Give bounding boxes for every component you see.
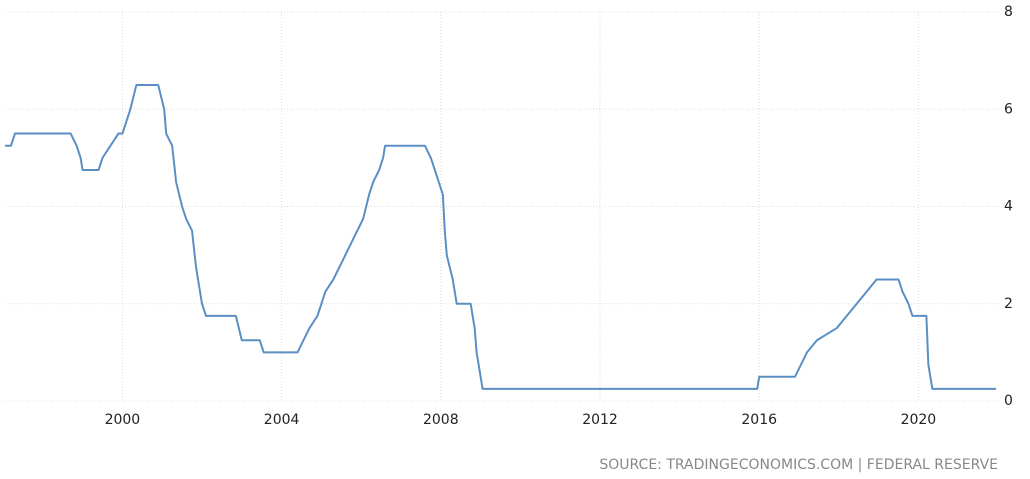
source-note: SOURCE: TRADINGECONOMICS.COM | FEDERAL R… xyxy=(599,457,998,473)
x-tick-label: 2012 xyxy=(582,412,618,428)
x-tick-label: 2016 xyxy=(741,412,777,428)
x-tick-label: 2000 xyxy=(105,412,141,428)
y-tick-label: 8 xyxy=(1004,4,1013,20)
x-tick-label: 2004 xyxy=(264,412,300,428)
y-tick-label: 2 xyxy=(1004,296,1013,312)
data-line xyxy=(5,83,997,390)
y-tick-label: 0 xyxy=(1004,393,1013,409)
y-tick-label: 4 xyxy=(1004,199,1013,215)
x-tick-label: 2020 xyxy=(901,412,937,428)
x-tick-label: 2008 xyxy=(423,412,459,428)
y-tick-label: 6 xyxy=(1004,101,1013,117)
